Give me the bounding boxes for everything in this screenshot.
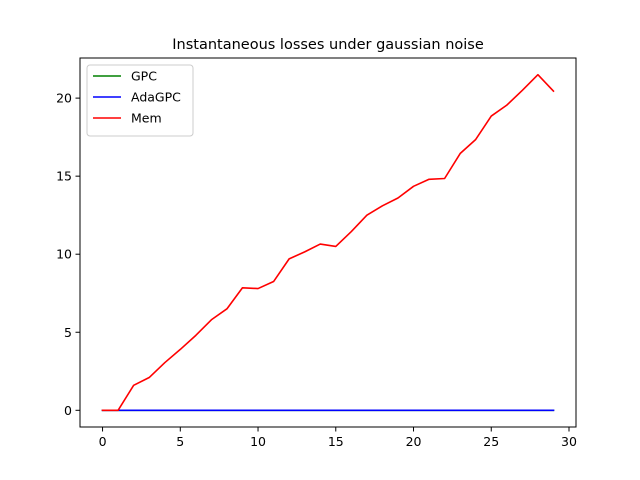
legend-label-mem: Mem xyxy=(131,111,162,126)
legend-label-gpc: GPC xyxy=(131,69,157,84)
x-tick-label: 0 xyxy=(99,434,107,449)
y-tick-label: 5 xyxy=(64,325,72,340)
legend: GPC AdaGPC Mem xyxy=(86,64,194,137)
y-tick-label: 10 xyxy=(56,247,72,262)
series-line-mem xyxy=(101,73,555,412)
x-axis: 0 5 10 15 20 25 30 xyxy=(99,427,577,449)
x-tick-label: 5 xyxy=(176,434,184,449)
x-tick-label: 30 xyxy=(561,434,577,449)
x-tick-label: 25 xyxy=(483,434,499,449)
x-tick-label: 20 xyxy=(406,434,422,449)
y-tick-label: 0 xyxy=(64,403,72,418)
y-tick-label: 15 xyxy=(56,169,72,184)
y-tick-label: 20 xyxy=(56,91,72,106)
chart-title: Instantaneous losses under gaussian nois… xyxy=(172,37,484,53)
x-tick-label: 15 xyxy=(328,434,344,449)
legend-label-adagpc: AdaGPC xyxy=(131,90,181,105)
x-tick-label: 10 xyxy=(250,434,266,449)
plot-frame xyxy=(79,57,577,428)
series-layer xyxy=(101,73,555,412)
y-axis: 0 5 10 15 20 xyxy=(56,91,80,418)
